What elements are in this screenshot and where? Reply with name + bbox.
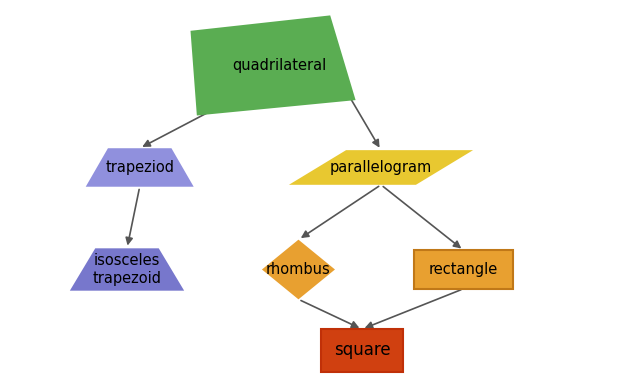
FancyBboxPatch shape (414, 250, 513, 289)
Text: isosceles
trapezoid: isosceles trapezoid (93, 253, 161, 286)
Polygon shape (262, 239, 335, 300)
FancyBboxPatch shape (321, 329, 403, 372)
Text: quadrilateral: quadrilateral (232, 58, 326, 73)
Polygon shape (190, 15, 356, 116)
Polygon shape (86, 148, 194, 187)
Text: parallelogram: parallelogram (330, 160, 432, 175)
Polygon shape (70, 248, 184, 291)
Text: trapeziod: trapeziod (105, 160, 174, 175)
Text: rhombus: rhombus (266, 262, 331, 277)
Text: rectangle: rectangle (429, 262, 498, 277)
Polygon shape (289, 150, 473, 185)
Text: square: square (333, 341, 391, 359)
